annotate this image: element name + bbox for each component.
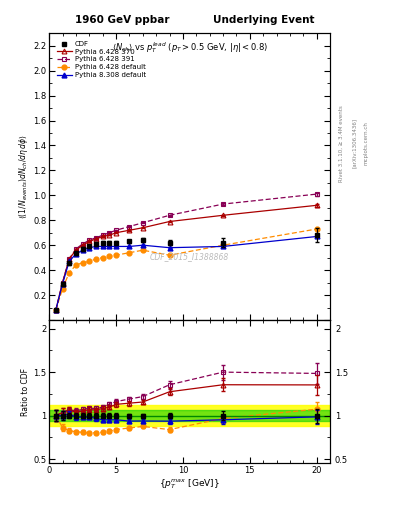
Pythia 6.428 370 xyxy=(73,247,78,253)
Pythia 6.428 370 xyxy=(314,202,319,208)
Bar xyxy=(49,405,330,426)
Pythia 6.428 391 xyxy=(221,201,226,207)
Pythia 6.428 default xyxy=(221,242,226,248)
Pythia 6.428 370 xyxy=(94,236,98,242)
Pythia 8.308 default xyxy=(114,243,118,249)
Pythia 6.428 default xyxy=(167,252,172,258)
CDF xyxy=(114,240,118,246)
Pythia 6.428 391 xyxy=(94,234,98,241)
Pythia 8.308 default xyxy=(80,247,85,253)
Pythia 6.428 391 xyxy=(87,237,92,243)
Pythia 6.428 391 xyxy=(60,280,65,286)
Pythia 6.428 370 xyxy=(107,232,112,238)
Pythia 8.308 default xyxy=(100,243,105,249)
Pythia 8.308 default xyxy=(314,233,319,240)
Pythia 8.308 default xyxy=(60,281,65,287)
Pythia 6.428 default xyxy=(114,252,118,258)
Pythia 6.428 370 xyxy=(127,227,132,233)
Pythia 8.308 default xyxy=(221,243,226,249)
CDF xyxy=(314,232,319,238)
CDF xyxy=(100,240,105,246)
Y-axis label: Ratio to CDF: Ratio to CDF xyxy=(22,368,30,416)
Pythia 6.428 default xyxy=(60,286,65,292)
Pythia 8.308 default xyxy=(140,242,145,248)
Pythia 6.428 370 xyxy=(100,233,105,240)
Pythia 8.308 default xyxy=(94,243,98,249)
Y-axis label: $\langle(1/N_{events}) dN_{ch}/d\eta\, d\phi\rangle$: $\langle(1/N_{events}) dN_{ch}/d\eta\, d… xyxy=(17,134,30,219)
Pythia 8.308 default xyxy=(167,245,172,251)
CDF xyxy=(107,240,112,246)
X-axis label: $\{p_T^{max}$ [GeV]$\}$: $\{p_T^{max}$ [GeV]$\}$ xyxy=(159,478,220,492)
Pythia 6.428 391 xyxy=(107,230,112,236)
Bar xyxy=(49,410,330,421)
Pythia 6.428 391 xyxy=(314,191,319,197)
Pythia 6.428 default xyxy=(94,256,98,262)
Text: $\langle N_{ch}\rangle$ vs $p_T^{lead}$ ($p_T > 0.5$ GeV, $|\eta| < 0.8$): $\langle N_{ch}\rangle$ vs $p_T^{lead}$ … xyxy=(112,40,268,55)
Pythia 6.428 391 xyxy=(140,220,145,226)
CDF xyxy=(73,250,78,256)
Pythia 6.428 391 xyxy=(114,227,118,233)
CDF xyxy=(140,237,145,243)
Pythia 6.428 370 xyxy=(80,242,85,248)
Pythia 6.428 391 xyxy=(67,256,72,262)
Pythia 8.308 default xyxy=(53,307,58,313)
Pythia 6.428 default xyxy=(314,226,319,232)
Pythia 6.428 default xyxy=(67,269,72,275)
Pythia 6.428 391 xyxy=(53,307,58,313)
Pythia 6.428 default xyxy=(140,247,145,253)
Pythia 8.308 default xyxy=(73,251,78,257)
Pythia 6.428 default xyxy=(127,250,132,256)
Pythia 6.428 391 xyxy=(80,241,85,247)
Pythia 6.428 370 xyxy=(221,212,226,218)
CDF xyxy=(127,239,132,245)
Pythia 6.428 391 xyxy=(167,212,172,218)
Pythia 8.308 default xyxy=(67,259,72,265)
Line: Pythia 6.428 391: Pythia 6.428 391 xyxy=(53,191,319,312)
Line: Pythia 6.428 default: Pythia 6.428 default xyxy=(53,227,319,312)
CDF xyxy=(80,246,85,252)
CDF xyxy=(60,281,65,287)
CDF xyxy=(53,307,58,313)
Pythia 8.308 default xyxy=(87,245,92,251)
CDF xyxy=(67,260,72,266)
Line: Pythia 6.428 370: Pythia 6.428 370 xyxy=(53,203,319,312)
Pythia 6.428 370 xyxy=(67,256,72,262)
Pythia 6.428 default xyxy=(73,262,78,268)
Pythia 6.428 370 xyxy=(114,230,118,236)
Pythia 6.428 default xyxy=(80,260,85,266)
CDF xyxy=(167,240,172,246)
Pythia 6.428 default xyxy=(53,307,58,313)
Legend: CDF, Pythia 6.428 370, Pythia 6.428 391, Pythia 6.428 default, Pythia 8.308 defa: CDF, Pythia 6.428 370, Pythia 6.428 391,… xyxy=(55,39,147,79)
Pythia 6.428 391 xyxy=(100,232,105,238)
CDF xyxy=(221,240,226,246)
Text: Underlying Event: Underlying Event xyxy=(213,14,314,25)
Text: [arXiv:1306.3436]: [arXiv:1306.3436] xyxy=(352,118,357,168)
Text: CDF_2015_I1388868: CDF_2015_I1388868 xyxy=(150,252,229,262)
Pythia 6.428 391 xyxy=(127,223,132,229)
Line: Pythia 8.308 default: Pythia 8.308 default xyxy=(53,234,319,312)
Pythia 6.428 391 xyxy=(73,246,78,252)
Pythia 6.428 370 xyxy=(60,280,65,286)
Pythia 6.428 370 xyxy=(53,307,58,313)
Pythia 8.308 default xyxy=(107,243,112,249)
Pythia 6.428 default xyxy=(100,254,105,261)
Text: Rivet 3.1.10, ≥ 3.4M events: Rivet 3.1.10, ≥ 3.4M events xyxy=(339,105,344,182)
Text: 1960 GeV ppbar: 1960 GeV ppbar xyxy=(75,14,169,25)
Pythia 6.428 default xyxy=(107,253,112,260)
CDF xyxy=(87,243,92,249)
Pythia 6.428 default xyxy=(87,259,92,265)
Pythia 6.428 370 xyxy=(87,239,92,245)
Pythia 8.308 default xyxy=(127,243,132,249)
CDF xyxy=(94,241,98,247)
Line: CDF: CDF xyxy=(53,233,319,312)
Pythia 6.428 370 xyxy=(167,219,172,225)
Pythia 6.428 370 xyxy=(140,225,145,231)
Text: mcplots.cern.ch: mcplots.cern.ch xyxy=(364,121,369,165)
